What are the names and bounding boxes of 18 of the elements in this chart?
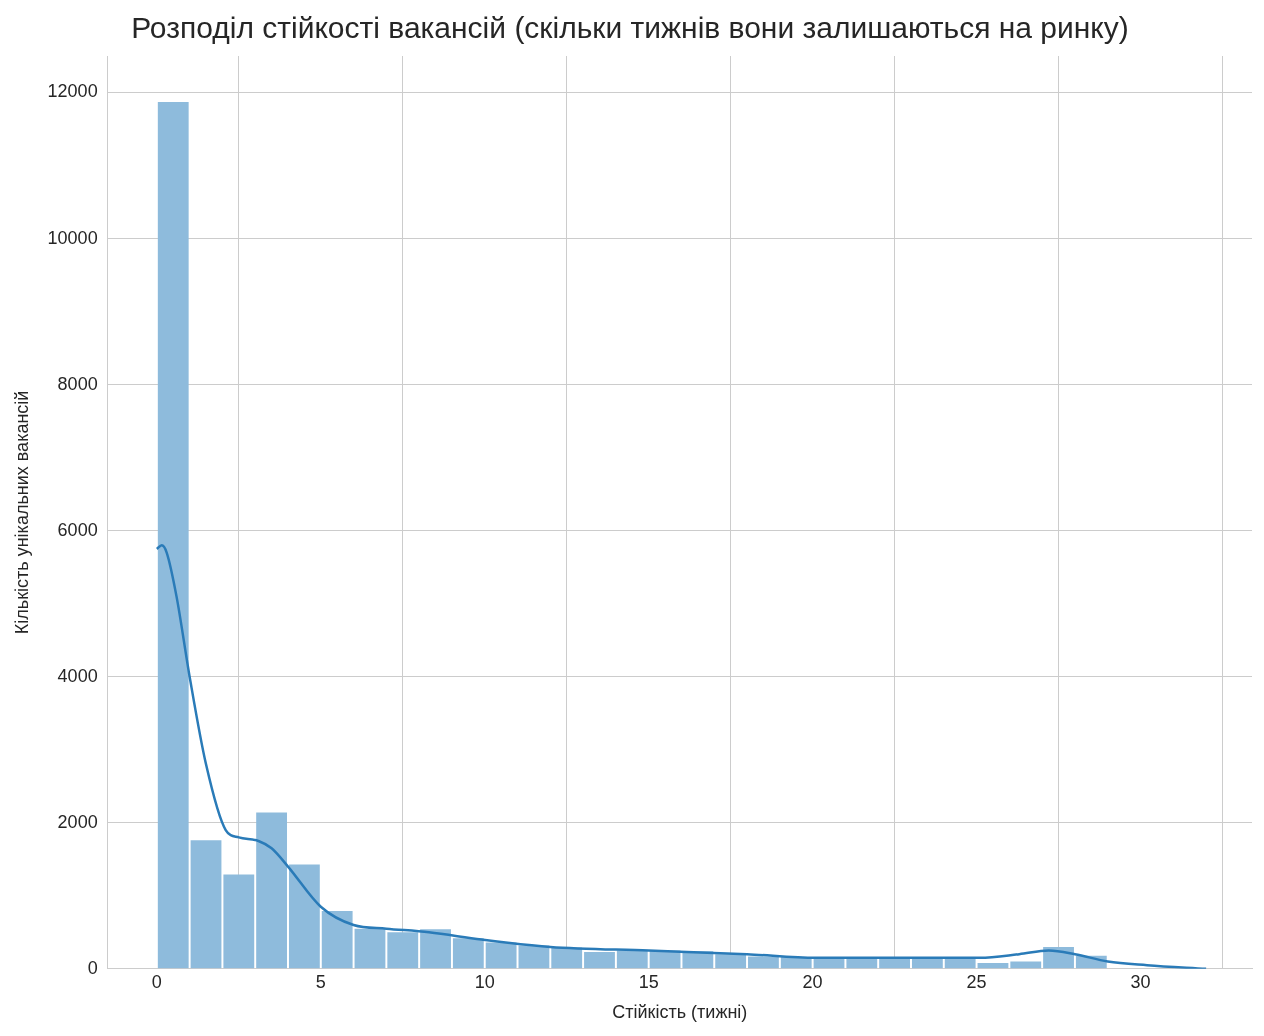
x-tick-label: 15 xyxy=(638,971,659,992)
x-tick-label: 20 xyxy=(802,971,823,992)
y-tick-label: 10000 xyxy=(47,227,98,248)
x-axis-title: Стійкість (тижні) xyxy=(612,1002,748,1023)
y-tick-label: 12000 xyxy=(47,81,98,102)
x-tick-label: 0 xyxy=(151,971,162,992)
line-series xyxy=(155,544,1208,969)
y-tick-label: 6000 xyxy=(57,519,98,540)
y-tick-label: 0 xyxy=(87,957,98,978)
x-tick-label: 25 xyxy=(966,971,987,992)
x-tick-label: 5 xyxy=(315,971,326,992)
y-axis-title: Кількість унікальних вакансій xyxy=(11,390,32,635)
chart-title: Розподіл стійкості вакансій (скільки тижнів вони залишаються на ринку) xyxy=(131,11,1129,45)
x-tick-label: 10 xyxy=(474,971,495,992)
x-tick-label: 30 xyxy=(1130,971,1151,992)
y-tick-label: 2000 xyxy=(57,811,98,832)
y-tick-label: 4000 xyxy=(57,665,98,686)
y-tick-label: 8000 xyxy=(57,373,98,394)
